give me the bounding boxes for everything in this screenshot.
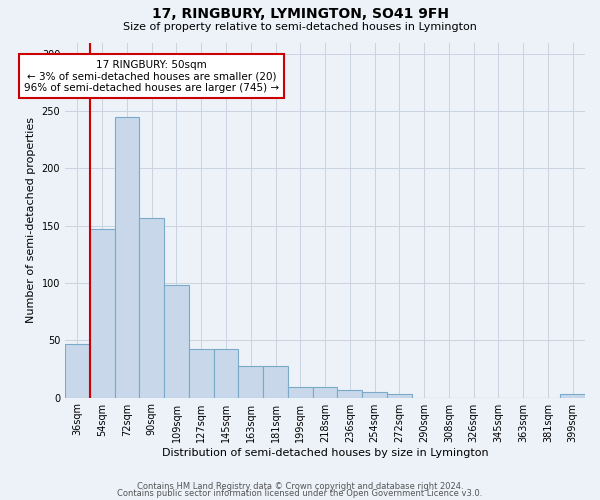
Text: 17, RINGBURY, LYMINGTON, SO41 9FH: 17, RINGBURY, LYMINGTON, SO41 9FH <box>151 8 449 22</box>
Bar <box>139 218 164 398</box>
Bar <box>214 350 238 398</box>
Bar <box>288 388 313 398</box>
Bar <box>313 388 337 398</box>
Bar <box>387 394 412 398</box>
Bar <box>90 229 115 398</box>
Bar <box>238 366 263 398</box>
Text: Contains public sector information licensed under the Open Government Licence v3: Contains public sector information licen… <box>118 489 482 498</box>
Text: 17 RINGBURY: 50sqm
← 3% of semi-detached houses are smaller (20)
96% of semi-det: 17 RINGBURY: 50sqm ← 3% of semi-detached… <box>24 60 279 93</box>
Bar <box>263 366 288 398</box>
Bar <box>362 392 387 398</box>
Y-axis label: Number of semi-detached properties: Number of semi-detached properties <box>26 117 36 323</box>
Text: Contains HM Land Registry data © Crown copyright and database right 2024.: Contains HM Land Registry data © Crown c… <box>137 482 463 491</box>
Text: Size of property relative to semi-detached houses in Lymington: Size of property relative to semi-detach… <box>123 22 477 32</box>
X-axis label: Distribution of semi-detached houses by size in Lymington: Distribution of semi-detached houses by … <box>162 448 488 458</box>
Bar <box>164 286 189 398</box>
Bar <box>337 390 362 398</box>
Bar <box>115 117 139 398</box>
Bar <box>560 394 585 398</box>
Bar <box>189 350 214 398</box>
Bar <box>65 344 90 398</box>
